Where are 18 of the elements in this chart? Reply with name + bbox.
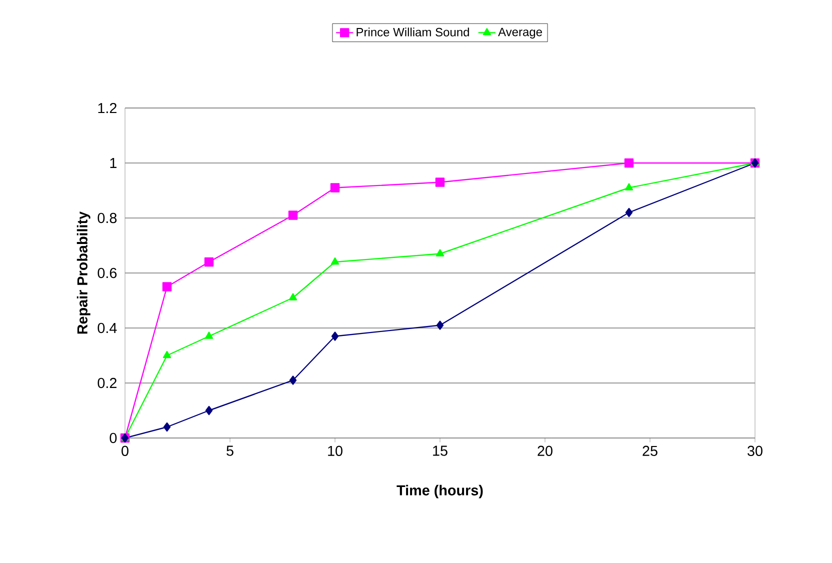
x-tick-label: 0: [122, 446, 128, 456]
y-tick-label: 1.2: [98, 102, 116, 114]
x-tick-label: 15: [433, 446, 448, 456]
y-tick-label: 0.6: [98, 268, 117, 278]
legend-label: Prince William Sound: [356, 28, 469, 36]
legend-label: Average: [498, 28, 542, 39]
x-tick-label: 20: [538, 446, 552, 456]
y-tick-label: 0: [110, 432, 117, 444]
y-tick-label: 0.2: [98, 378, 116, 388]
x-tick-label: 10: [328, 446, 342, 456]
y-tick-label: 0.8: [98, 212, 117, 224]
x-axis-title: Time (hours): [396, 484, 483, 498]
y-axis-title: Repair Probability: [76, 211, 90, 334]
x-tick-label: 25: [642, 446, 658, 456]
y-tick-label: 0.4: [98, 322, 117, 334]
y-tick-label: 1: [110, 158, 116, 168]
x-tick-label: 30: [748, 446, 762, 456]
x-tick-label: 5: [226, 446, 234, 456]
